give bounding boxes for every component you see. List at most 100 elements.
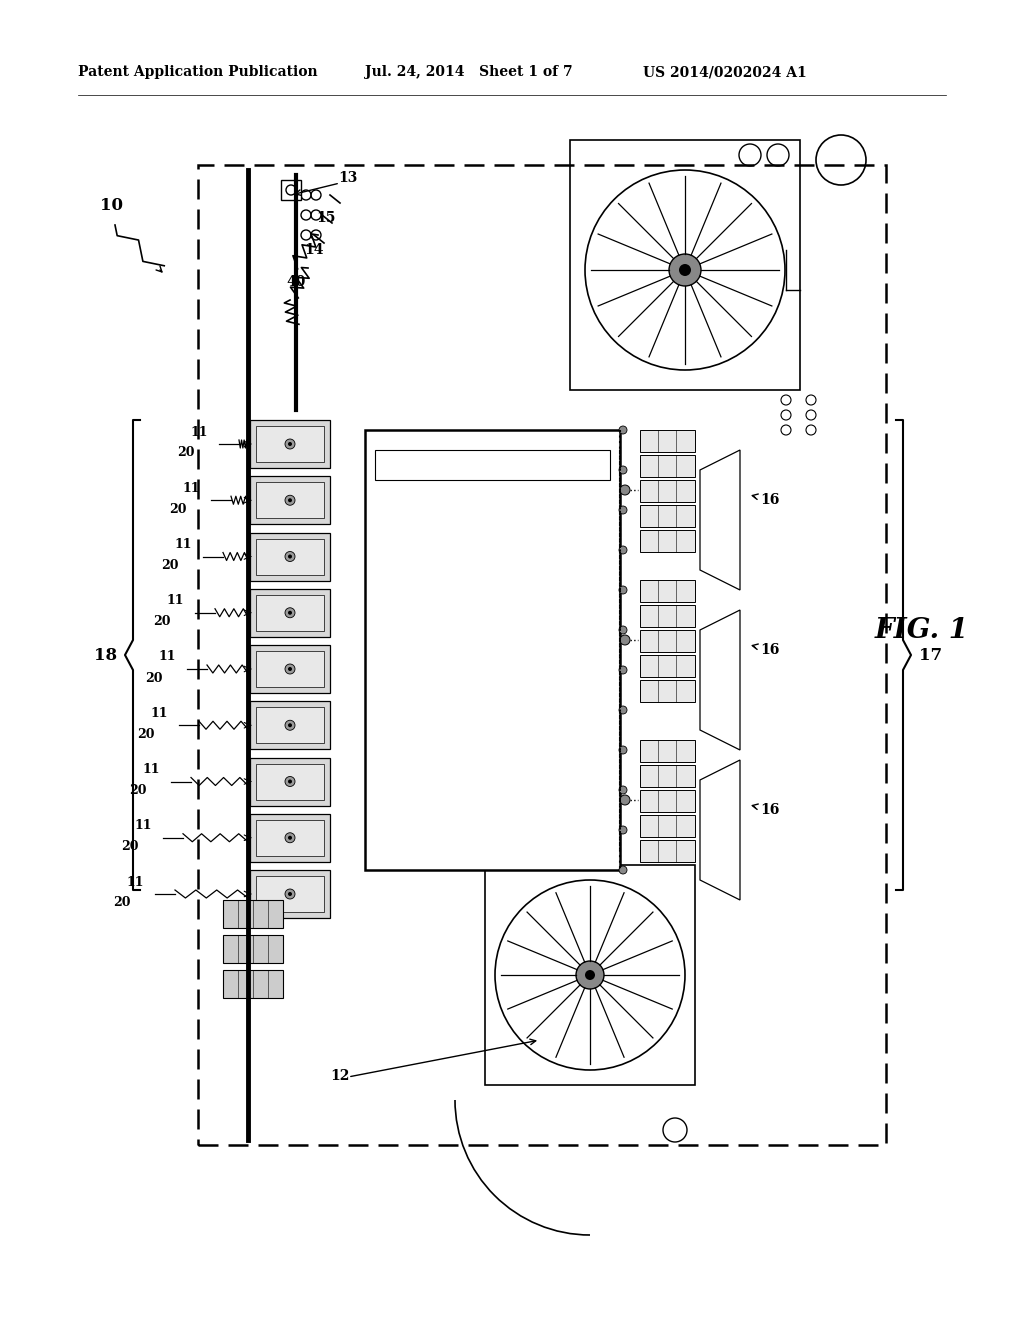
- Circle shape: [288, 498, 292, 502]
- Bar: [640, 605, 695, 627]
- Text: 20: 20: [137, 727, 155, 741]
- Bar: [640, 814, 695, 837]
- Circle shape: [285, 440, 295, 449]
- Text: US 2014/0202024 A1: US 2014/0202024 A1: [643, 65, 807, 79]
- Circle shape: [288, 554, 292, 558]
- Bar: [640, 766, 695, 787]
- Circle shape: [618, 785, 627, 795]
- Bar: [256, 539, 324, 574]
- Bar: [256, 651, 324, 686]
- Circle shape: [285, 888, 295, 899]
- Bar: [640, 630, 695, 652]
- Bar: [250, 589, 330, 636]
- Circle shape: [679, 264, 691, 276]
- Text: 11: 11: [135, 820, 153, 832]
- Bar: [640, 480, 695, 502]
- Circle shape: [618, 546, 627, 554]
- Circle shape: [618, 586, 627, 594]
- Bar: [250, 420, 330, 469]
- Bar: [640, 455, 695, 477]
- Bar: [256, 820, 324, 855]
- Text: 11: 11: [167, 594, 184, 607]
- Circle shape: [285, 607, 295, 618]
- Text: 11: 11: [191, 425, 209, 438]
- Bar: [640, 741, 695, 762]
- Circle shape: [669, 253, 701, 286]
- Bar: [485, 865, 695, 1085]
- Circle shape: [285, 495, 295, 506]
- Circle shape: [620, 635, 630, 645]
- Bar: [250, 645, 330, 693]
- Circle shape: [288, 892, 292, 896]
- Text: 11: 11: [143, 763, 161, 776]
- Circle shape: [285, 552, 295, 561]
- Circle shape: [618, 826, 627, 834]
- Circle shape: [585, 970, 595, 979]
- Text: 11: 11: [159, 651, 176, 664]
- Circle shape: [618, 706, 627, 714]
- Bar: [640, 655, 695, 677]
- Bar: [640, 506, 695, 527]
- Circle shape: [285, 833, 295, 842]
- Circle shape: [285, 664, 295, 675]
- Text: 20: 20: [129, 784, 146, 797]
- Circle shape: [575, 961, 604, 989]
- Text: 18: 18: [94, 647, 117, 664]
- Circle shape: [288, 836, 292, 840]
- Bar: [570, 140, 800, 389]
- Text: Jul. 24, 2014   Sheet 1 of 7: Jul. 24, 2014 Sheet 1 of 7: [365, 65, 572, 79]
- Circle shape: [285, 776, 295, 787]
- Text: 14: 14: [304, 243, 324, 257]
- Bar: [256, 426, 324, 462]
- Bar: [256, 595, 324, 631]
- Bar: [223, 900, 283, 928]
- Bar: [250, 758, 330, 805]
- Circle shape: [620, 795, 630, 805]
- Text: 15: 15: [316, 211, 336, 224]
- Text: 20: 20: [121, 841, 138, 853]
- Text: 20: 20: [145, 672, 163, 685]
- Bar: [640, 579, 695, 602]
- Circle shape: [618, 746, 627, 754]
- Circle shape: [288, 442, 292, 446]
- Bar: [250, 532, 330, 581]
- Bar: [198, 165, 886, 1144]
- Text: 20: 20: [177, 446, 195, 459]
- Circle shape: [618, 866, 627, 874]
- Circle shape: [618, 466, 627, 474]
- Text: 20: 20: [113, 896, 130, 909]
- Bar: [256, 482, 324, 519]
- Circle shape: [288, 667, 292, 671]
- Bar: [223, 970, 283, 998]
- Text: 13: 13: [338, 172, 357, 185]
- Circle shape: [288, 611, 292, 615]
- Circle shape: [620, 484, 630, 495]
- Bar: [256, 708, 324, 743]
- Bar: [365, 430, 620, 870]
- Text: 16: 16: [760, 803, 779, 817]
- Bar: [375, 450, 610, 480]
- Bar: [250, 870, 330, 917]
- Text: FIG. 1: FIG. 1: [874, 616, 969, 644]
- Circle shape: [618, 506, 627, 513]
- Circle shape: [618, 626, 627, 634]
- Bar: [256, 763, 324, 800]
- Circle shape: [288, 780, 292, 784]
- Bar: [281, 180, 301, 201]
- Text: 11: 11: [127, 875, 144, 888]
- Text: 10: 10: [100, 197, 123, 214]
- Bar: [256, 876, 324, 912]
- Text: 20: 20: [161, 558, 178, 572]
- Bar: [223, 935, 283, 964]
- Bar: [250, 477, 330, 524]
- Text: Patent Application Publication: Patent Application Publication: [78, 65, 317, 79]
- Bar: [640, 680, 695, 702]
- Bar: [640, 531, 695, 552]
- Text: 11: 11: [183, 482, 201, 495]
- Bar: [640, 840, 695, 862]
- Bar: [640, 789, 695, 812]
- Text: 40: 40: [286, 275, 305, 289]
- Text: 20: 20: [169, 503, 186, 516]
- Circle shape: [285, 721, 295, 730]
- Bar: [250, 813, 330, 862]
